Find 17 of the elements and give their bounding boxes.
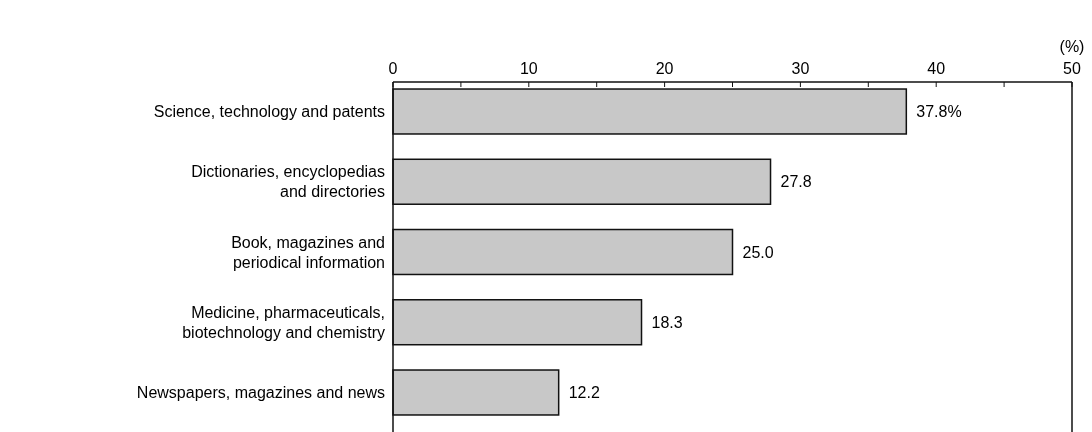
data-label: 18.3 <box>651 313 683 331</box>
data-label: 25.0 <box>742 243 774 261</box>
x-tick-label: 20 <box>655 60 674 77</box>
x-tick-label: 0 <box>388 60 398 77</box>
x-tick-label: 10 <box>519 60 538 77</box>
data-label: 27.8 <box>780 173 812 191</box>
y-tick-label: Dictionaries, encyclopedias and directories <box>191 163 385 201</box>
data-label: 12.2 <box>568 384 600 402</box>
y-tick-label: Science, technology and patents <box>153 103 385 121</box>
x-tick-label: 30 <box>791 60 810 77</box>
y-tick-label: Medicine, pharmaceuticals, biotechnology and chemistry <box>182 303 385 341</box>
x-axis-title: (%) <box>1059 38 1085 55</box>
data-label: 37.8% <box>916 103 962 121</box>
x-tick-label: 40 <box>927 60 946 77</box>
x-tick-label: 50 <box>1063 60 1081 77</box>
y-tick-label: Book, magazines and periodical information <box>231 233 385 271</box>
y-tick-label: Newspapers, magazines and news <box>136 384 385 402</box>
